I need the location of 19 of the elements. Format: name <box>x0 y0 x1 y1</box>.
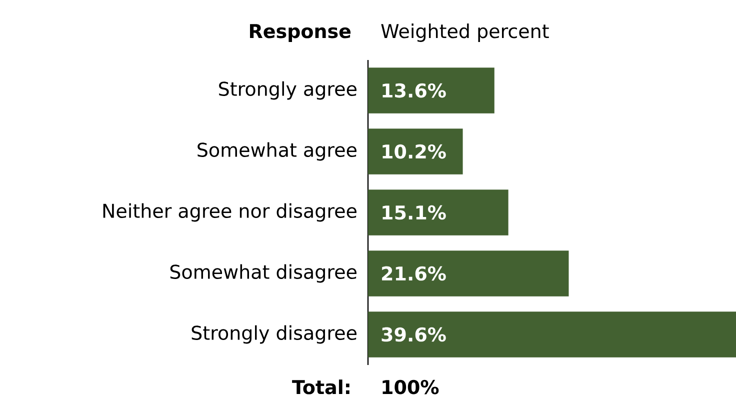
bar <box>368 68 494 114</box>
text: Total: <box>292 380 350 394</box>
x-axis-title: Weighted percent <box>381 24 549 42</box>
y-tick-label: Neither agree nor disagree <box>103 203 356 222</box>
y-axis-title: Response <box>250 24 351 42</box>
data-label: 39.6% <box>382 327 446 342</box>
bar <box>368 312 736 358</box>
y-tick-label: Strongly disagree <box>192 325 356 344</box>
bar <box>368 250 569 296</box>
data-label: 15.1% <box>382 205 446 220</box>
text: 100% <box>382 380 439 394</box>
bar <box>368 128 463 174</box>
bar <box>368 190 508 236</box>
data-label: 13.6% <box>382 83 446 98</box>
data-label: 21.6% <box>382 266 446 281</box>
y-tick-label: Somewhat agree <box>198 142 356 161</box>
data-label: 10.2% <box>382 144 446 159</box>
y-tick-label: Strongly agree <box>219 81 356 100</box>
y-tick-label: Somewhat disagree <box>170 264 356 283</box>
